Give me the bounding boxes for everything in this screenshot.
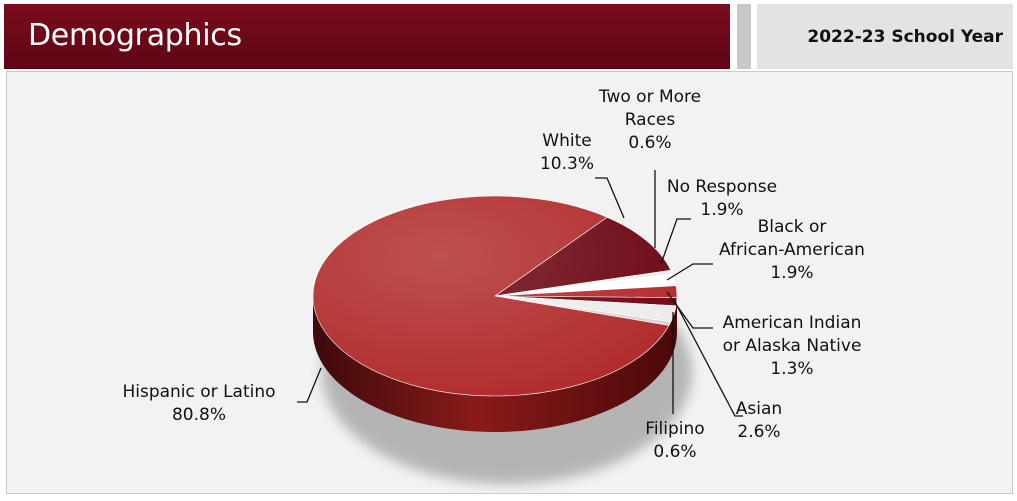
leader-line-asian (674, 301, 743, 417)
leader-lines (297, 170, 743, 417)
school-year-box: 2022-23 School Year (757, 4, 1013, 69)
school-year-label: 2022-23 School Year (807, 27, 1003, 47)
slice-label-filipino: Filipino 0.6% (645, 419, 704, 462)
slice-label-hispanic: Hispanic or Latino 80.8% (122, 382, 275, 425)
pie-side (313, 296, 677, 432)
pie-gloss (313, 196, 677, 396)
slice-labels: White 10.3%Two or More Races 0.6% No Respons… (122, 87, 865, 462)
slice-label-american-indian: American Indian or Alaska Native 1.3% (723, 313, 862, 379)
page-title: Demographics (28, 18, 242, 53)
leader-line-no-response (660, 218, 691, 265)
leader-line-white (595, 177, 625, 219)
pie-side-wall (313, 296, 677, 432)
slice-label-white: White 10.3% (540, 131, 594, 174)
slice-label-black: Black or African-American 1.9% (719, 217, 865, 283)
slice-label-two-or-more: Two or More Races 0.6% (598, 87, 701, 153)
leader-line-black (666, 263, 713, 281)
pie-top (312, 195, 678, 397)
slice-label-asian: Asian 2.6% (736, 399, 782, 442)
header-bar: Demographics (4, 4, 730, 69)
header-divider (737, 4, 751, 69)
leader-line-hispanic (297, 367, 322, 403)
chart-panel: White 10.3% Two or More Races 0.6% No Respons… (6, 71, 1013, 494)
demographics-pie-chart: White 10.3%Two or More Races 0.6% No Respons… (122, 87, 865, 484)
slice-label-no-response: No Response 1.9% (667, 177, 777, 220)
